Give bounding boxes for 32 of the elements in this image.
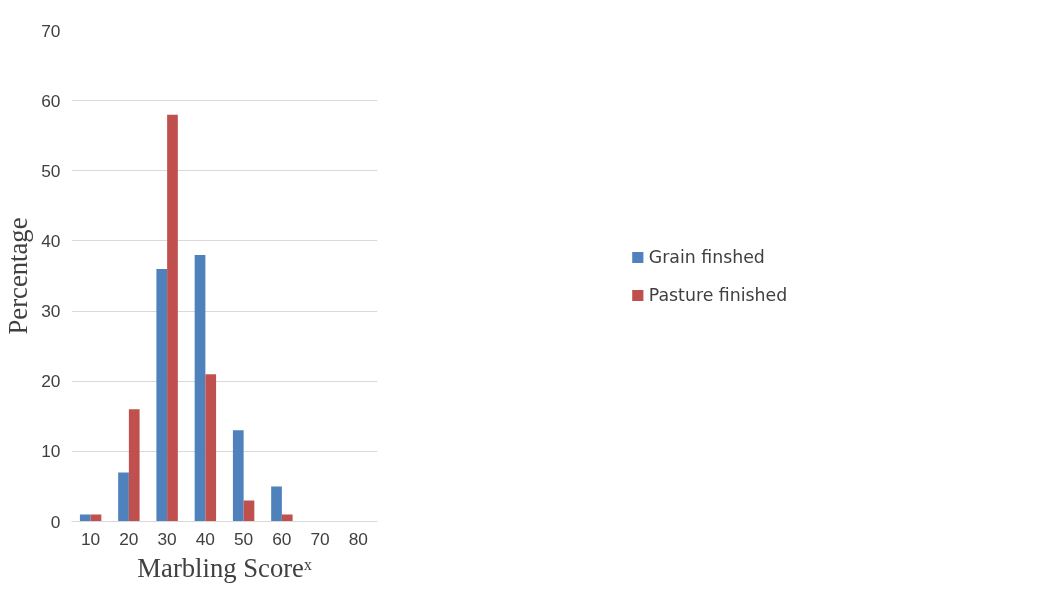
y-tick-label: 50 — [41, 160, 61, 181]
bar — [243, 500, 255, 522]
bar — [156, 268, 168, 522]
bar — [118, 472, 129, 522]
legend-label: Grain finshed — [648, 246, 765, 267]
bar — [271, 486, 282, 522]
bar — [79, 514, 91, 522]
y-axis-title: Percentage — [3, 217, 34, 335]
y-tick-label: 70 — [41, 20, 61, 41]
bar — [194, 254, 206, 522]
bar — [232, 430, 244, 522]
x-axis-title: Marbling Scoreˣ — [137, 552, 312, 583]
y-tick-label: 30 — [41, 301, 61, 322]
y-tick-label: 20 — [41, 371, 61, 392]
y-tick-label: 0 — [50, 511, 61, 532]
x-tick-label: 50 — [233, 528, 254, 549]
y-tick-label: 60 — [41, 90, 61, 111]
x-tick-label: 40 — [195, 528, 216, 549]
x-tick-label: 60 — [272, 528, 292, 549]
x-tick-label: 20 — [119, 528, 139, 549]
bar — [205, 374, 217, 522]
x-tick-label: 70 — [310, 528, 330, 549]
bar — [281, 514, 293, 522]
bar — [90, 514, 102, 522]
legend-label: Pasture finished — [648, 284, 788, 305]
x-tick-label: 30 — [157, 528, 177, 549]
y-tick-label: 40 — [41, 230, 61, 251]
y-tick-label: 10 — [41, 441, 61, 462]
bar — [167, 114, 178, 522]
bar — [128, 409, 140, 522]
x-tick-label: 10 — [80, 528, 101, 549]
x-tick-label: 80 — [348, 528, 369, 549]
